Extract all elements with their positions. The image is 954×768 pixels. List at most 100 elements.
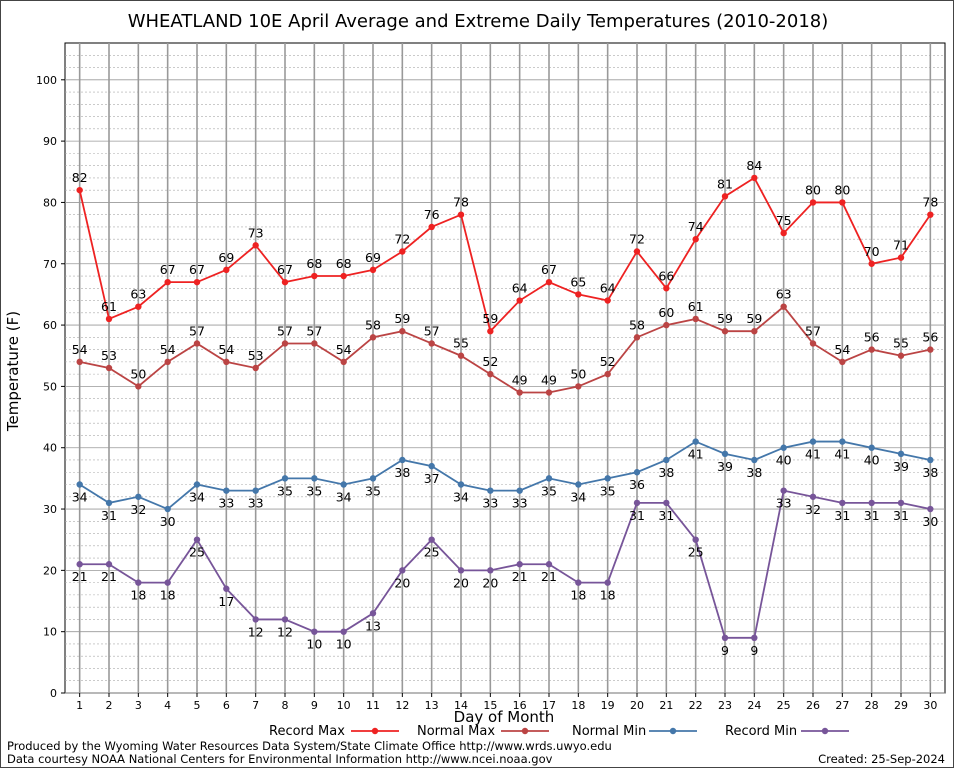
record-min-data-label: 25 bbox=[424, 545, 440, 560]
normal-max-point bbox=[487, 370, 494, 378]
record-min-point bbox=[575, 579, 582, 586]
normal-min-point bbox=[399, 456, 406, 464]
normal-max-point bbox=[868, 346, 875, 353]
record-min-data-label: 9 bbox=[721, 643, 729, 658]
normal-max-point bbox=[252, 364, 259, 372]
record-max-point bbox=[663, 285, 670, 292]
normal-max-data-label: 50 bbox=[570, 366, 586, 381]
record-max-point bbox=[105, 315, 113, 323]
normal-min-data-label: 35 bbox=[541, 483, 557, 498]
normal-min-data-label: 40 bbox=[776, 453, 792, 468]
x-tick-label: 13 bbox=[425, 699, 439, 712]
normal-min-point bbox=[721, 450, 729, 458]
x-tick-label: 6 bbox=[223, 699, 230, 712]
record-min-point bbox=[780, 487, 787, 494]
record-max-data-label: 64 bbox=[512, 281, 528, 296]
normal-min-data-label: 40 bbox=[864, 453, 880, 468]
normal-max-data-label: 63 bbox=[776, 287, 792, 302]
x-tick-label: 28 bbox=[865, 699, 879, 712]
record-max-point bbox=[311, 272, 318, 280]
normal-min-data-label: 38 bbox=[746, 465, 762, 480]
normal-max-data-label: 59 bbox=[746, 311, 762, 326]
normal-max-point bbox=[604, 370, 611, 378]
x-tick-label: 15 bbox=[483, 699, 497, 712]
record-max-point bbox=[164, 278, 171, 286]
record-max-data-label: 72 bbox=[394, 231, 410, 246]
normal-max-point bbox=[633, 334, 641, 341]
record-max-data-label: 72 bbox=[629, 231, 645, 246]
record-max-data-label: 66 bbox=[658, 268, 674, 283]
normal-max-data-label: 57 bbox=[189, 323, 205, 338]
normal-max-data-label: 54 bbox=[218, 342, 234, 357]
x-tick-label: 9 bbox=[311, 699, 318, 712]
legend-label: Record Max bbox=[269, 724, 345, 739]
normal-min-point bbox=[927, 456, 934, 464]
record-min-data-label: 17 bbox=[218, 594, 234, 609]
normal-max-point bbox=[809, 340, 817, 347]
normal-max-data-label: 59 bbox=[394, 311, 410, 326]
normal-max-data-label: 53 bbox=[248, 348, 264, 363]
normal-max-point bbox=[311, 340, 318, 347]
record-max-point bbox=[839, 199, 846, 206]
x-tick-label: 17 bbox=[542, 699, 556, 712]
x-tick-label: 20 bbox=[630, 699, 644, 712]
record-max-point bbox=[399, 248, 406, 255]
record-min-data-label: 21 bbox=[101, 569, 117, 584]
normal-min-data-label: 35 bbox=[277, 483, 293, 498]
record-min-data-label: 21 bbox=[541, 569, 557, 584]
normal-min-data-label: 35 bbox=[600, 483, 616, 498]
y-tick-label: 40 bbox=[43, 442, 57, 455]
footer-produced-by: Produced by the Wyoming Water Resources … bbox=[7, 739, 612, 753]
normal-min-point bbox=[487, 487, 494, 494]
record-min-data-label: 13 bbox=[365, 618, 381, 633]
normal-max-point bbox=[164, 358, 171, 366]
record-min-line bbox=[79, 489, 931, 639]
normal-max-data-label: 54 bbox=[72, 342, 88, 357]
normal-min-point bbox=[223, 487, 230, 494]
record-min-data-label: 31 bbox=[658, 508, 674, 523]
x-tick-label: 25 bbox=[777, 699, 791, 712]
y-tick-label: 20 bbox=[43, 564, 57, 577]
normal-max-point bbox=[369, 334, 377, 341]
normal-max-data-label: 57 bbox=[277, 323, 293, 338]
record-min-data-label: 25 bbox=[189, 545, 205, 560]
record-min-data-label: 18 bbox=[600, 588, 616, 603]
normal-min-point bbox=[663, 456, 670, 464]
normal-max-point bbox=[516, 389, 523, 396]
y-tick-label: 30 bbox=[43, 503, 57, 516]
normal-max-point bbox=[399, 328, 406, 335]
normal-min-data-label: 41 bbox=[805, 447, 821, 462]
normal-max-point bbox=[281, 340, 289, 347]
record-max-data-label: 67 bbox=[541, 262, 557, 277]
record-max-data-label: 68 bbox=[306, 256, 322, 271]
legend-item-record-max: Record Max bbox=[269, 724, 399, 739]
normal-max-data-label: 59 bbox=[717, 311, 733, 326]
record-min-data-label: 18 bbox=[160, 588, 176, 603]
normal-min-data-label: 33 bbox=[218, 496, 234, 511]
record-min-data-label: 31 bbox=[893, 508, 909, 523]
normal-min-point bbox=[105, 499, 113, 507]
normal-min-point bbox=[369, 475, 377, 482]
record-max-data-label: 82 bbox=[72, 170, 88, 185]
record-max-data-label: 67 bbox=[189, 262, 205, 277]
normal-min-data-label: 31 bbox=[101, 508, 117, 523]
normal-min-data-label: 37 bbox=[424, 471, 440, 486]
x-tick-label: 4 bbox=[164, 699, 171, 712]
normal-max-point bbox=[340, 358, 347, 366]
normal-max-data-label: 56 bbox=[864, 330, 880, 345]
record-min-point bbox=[105, 561, 113, 568]
normal-max-data-label: 58 bbox=[365, 317, 381, 332]
y-tick-label: 80 bbox=[43, 196, 57, 209]
record-min-point bbox=[252, 616, 259, 623]
record-min-point bbox=[604, 579, 611, 586]
record-max-line bbox=[78, 176, 932, 334]
record-min-data-label: 25 bbox=[688, 545, 704, 560]
record-min-point bbox=[340, 628, 347, 635]
record-max-data-label: 73 bbox=[248, 225, 264, 240]
record-max-data-label: 61 bbox=[101, 299, 117, 314]
record-min-point bbox=[223, 585, 230, 592]
legend-label: Normal Max bbox=[417, 724, 495, 739]
record-min-point bbox=[516, 561, 523, 568]
legend-item-normal-min: Normal Min bbox=[572, 724, 697, 739]
